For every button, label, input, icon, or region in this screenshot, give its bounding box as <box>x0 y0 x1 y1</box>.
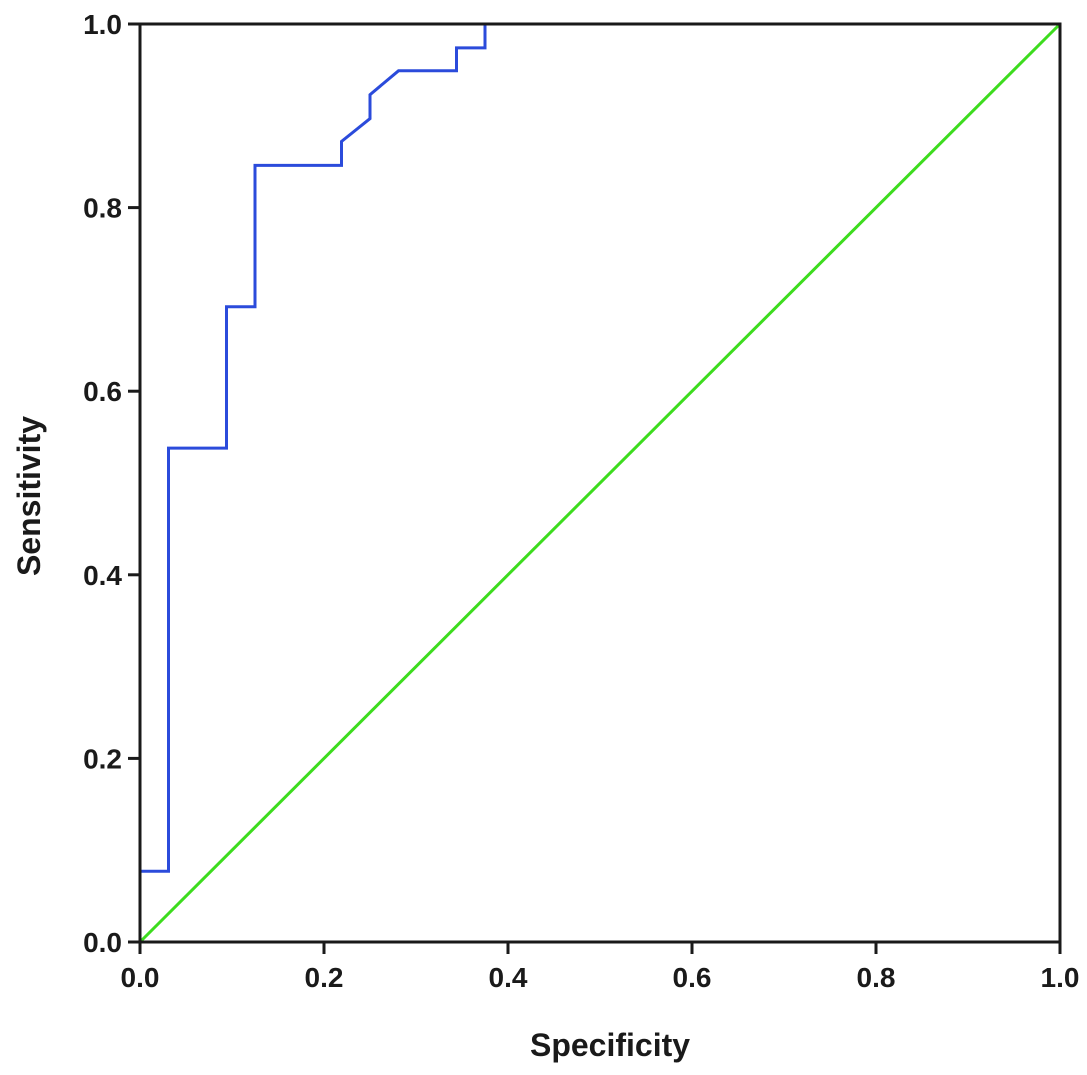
x-tick-label: 0.4 <box>489 962 528 993</box>
y-tick-label: 1.0 <box>83 9 122 40</box>
y-tick-label: 0.0 <box>83 927 122 958</box>
y-tick-label: 0.2 <box>83 743 122 774</box>
x-tick-label: 0.8 <box>857 962 896 993</box>
y-tick-label: 0.8 <box>83 193 122 224</box>
y-tick-label: 0.6 <box>83 376 122 407</box>
tick-layer: 0.0 0.2 0.4 0.6 0.8 1.0 0.0 0.2 0.4 0.6 0.8 1.0 <box>83 9 1079 993</box>
x-tick-label: 0.6 <box>673 962 712 993</box>
x-tick-label: 0.0 <box>121 962 160 993</box>
y-tick-label: 0.4 <box>83 560 122 591</box>
series-layer <box>138 22 1062 944</box>
roc-curve-line <box>138 22 1060 942</box>
reference-diagonal-line <box>138 22 1062 944</box>
x-tick-label: 1.0 <box>1041 962 1080 993</box>
x-tick-label: 0.2 <box>305 962 344 993</box>
plot-frame <box>138 22 1062 944</box>
y-axis-title: Sensitivity <box>11 416 47 576</box>
x-axis-title: Specificity <box>530 1027 690 1063</box>
